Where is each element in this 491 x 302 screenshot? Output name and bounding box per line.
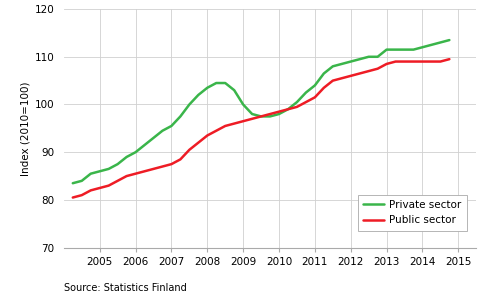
Private sector bbox=[267, 115, 273, 118]
Public sector bbox=[321, 86, 327, 90]
Y-axis label: Index (2010=100): Index (2010=100) bbox=[20, 81, 30, 175]
Public sector bbox=[303, 100, 309, 104]
Private sector bbox=[168, 124, 174, 128]
Private sector bbox=[222, 81, 228, 85]
Private sector bbox=[330, 65, 336, 68]
Text: Source: Statistics Finland: Source: Statistics Finland bbox=[64, 283, 187, 293]
Public sector bbox=[124, 174, 130, 178]
Private sector bbox=[240, 103, 246, 106]
Private sector bbox=[106, 167, 111, 171]
Private sector bbox=[124, 155, 130, 159]
Public sector bbox=[375, 67, 381, 71]
Public sector bbox=[348, 74, 354, 78]
Legend: Private sector, Public sector: Private sector, Public sector bbox=[358, 195, 467, 230]
Public sector bbox=[366, 69, 372, 73]
Private sector bbox=[393, 48, 399, 51]
Public sector bbox=[240, 119, 246, 123]
Private sector bbox=[258, 115, 264, 118]
Public sector bbox=[88, 188, 94, 192]
Public sector bbox=[357, 72, 363, 75]
Public sector bbox=[160, 165, 165, 168]
Private sector bbox=[70, 182, 76, 185]
Private sector bbox=[446, 38, 452, 42]
Public sector bbox=[70, 196, 76, 199]
Public sector bbox=[419, 60, 425, 63]
Line: Private sector: Private sector bbox=[73, 40, 449, 183]
Public sector bbox=[437, 60, 443, 63]
Public sector bbox=[141, 169, 147, 173]
Public sector bbox=[231, 122, 237, 125]
Private sector bbox=[195, 93, 201, 97]
Private sector bbox=[410, 48, 416, 51]
Public sector bbox=[177, 158, 183, 161]
Private sector bbox=[375, 55, 381, 59]
Private sector bbox=[294, 100, 300, 104]
Private sector bbox=[177, 115, 183, 118]
Private sector bbox=[97, 169, 103, 173]
Private sector bbox=[204, 86, 210, 90]
Private sector bbox=[79, 179, 85, 183]
Private sector bbox=[160, 129, 165, 133]
Public sector bbox=[97, 186, 103, 190]
Public sector bbox=[410, 60, 416, 63]
Private sector bbox=[285, 108, 291, 111]
Private sector bbox=[303, 91, 309, 95]
Private sector bbox=[133, 150, 138, 154]
Public sector bbox=[133, 172, 138, 175]
Private sector bbox=[437, 41, 443, 44]
Public sector bbox=[402, 60, 408, 63]
Private sector bbox=[321, 72, 327, 75]
Line: Public sector: Public sector bbox=[73, 59, 449, 198]
Public sector bbox=[339, 76, 345, 80]
Private sector bbox=[213, 81, 219, 85]
Public sector bbox=[285, 108, 291, 111]
Private sector bbox=[249, 112, 255, 116]
Private sector bbox=[115, 162, 121, 166]
Public sector bbox=[106, 184, 111, 188]
Private sector bbox=[357, 57, 363, 61]
Private sector bbox=[141, 143, 147, 147]
Public sector bbox=[294, 105, 300, 109]
Public sector bbox=[79, 193, 85, 197]
Public sector bbox=[429, 60, 435, 63]
Private sector bbox=[366, 55, 372, 59]
Private sector bbox=[187, 103, 192, 106]
Public sector bbox=[330, 79, 336, 82]
Public sector bbox=[258, 115, 264, 118]
Private sector bbox=[429, 43, 435, 47]
Private sector bbox=[348, 60, 354, 63]
Public sector bbox=[383, 62, 389, 66]
Public sector bbox=[204, 134, 210, 137]
Public sector bbox=[213, 129, 219, 133]
Public sector bbox=[249, 117, 255, 120]
Public sector bbox=[222, 124, 228, 128]
Private sector bbox=[419, 45, 425, 49]
Public sector bbox=[115, 179, 121, 183]
Private sector bbox=[339, 62, 345, 66]
Public sector bbox=[151, 167, 157, 171]
Public sector bbox=[446, 57, 452, 61]
Public sector bbox=[267, 112, 273, 116]
Private sector bbox=[231, 88, 237, 92]
Public sector bbox=[187, 148, 192, 152]
Private sector bbox=[276, 112, 282, 116]
Public sector bbox=[312, 95, 318, 99]
Private sector bbox=[402, 48, 408, 51]
Private sector bbox=[151, 136, 157, 140]
Public sector bbox=[195, 141, 201, 144]
Public sector bbox=[393, 60, 399, 63]
Private sector bbox=[312, 84, 318, 87]
Public sector bbox=[168, 162, 174, 166]
Private sector bbox=[88, 172, 94, 175]
Public sector bbox=[276, 110, 282, 114]
Private sector bbox=[383, 48, 389, 51]
